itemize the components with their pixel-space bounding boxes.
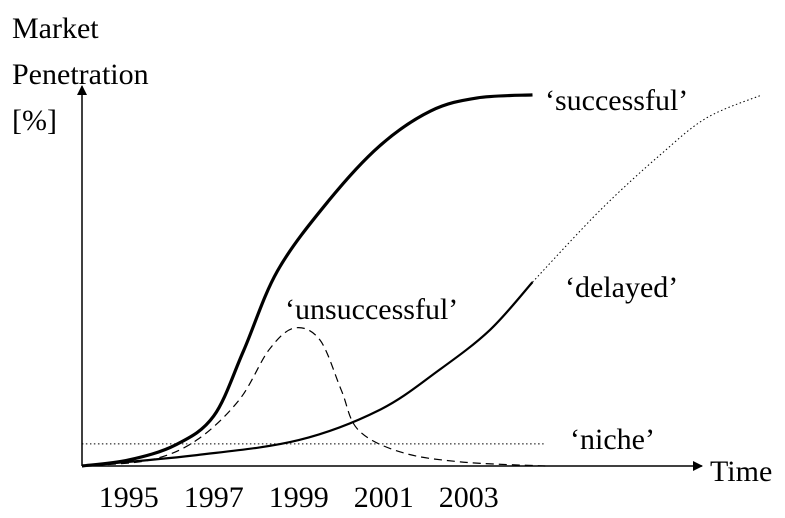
series-label: ‘unsuccessful’ [285,293,458,326]
series-line [532,94,763,283]
x-tick-label: 1999 [269,481,329,514]
y-axis-label: [%] [12,104,57,137]
series-line [81,327,546,467]
series-label: ‘niche’ [570,423,655,456]
series-label: ‘successful’ [545,84,688,117]
x-tick-label: 2001 [354,481,414,514]
y-axis-label: Market [12,12,99,45]
x-tick-label: 1997 [184,481,244,514]
x-tick-label: 2003 [439,481,499,514]
x-tick-label: 1995 [99,481,159,514]
series-label: ‘delayed’ [565,271,678,304]
series-line [81,281,534,468]
x-axis-label: Time [710,455,772,488]
series-line [81,93,533,468]
y-axis-label: Penetration [12,58,149,91]
